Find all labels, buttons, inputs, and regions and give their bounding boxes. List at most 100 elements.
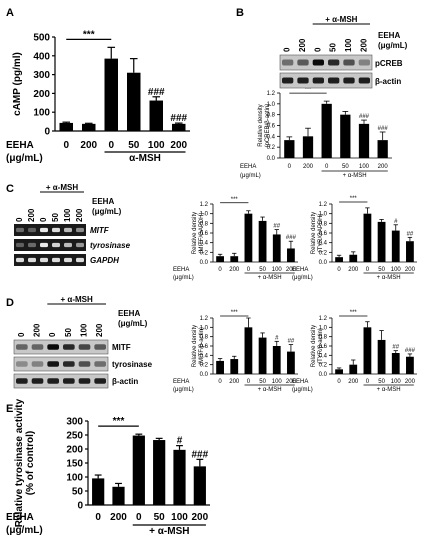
x-tick-label: 200 [229,267,240,273]
bar [230,256,239,262]
x-tick-label: 200 [303,164,314,170]
bar [112,486,125,505]
lane-dose-label: 200 [27,208,36,222]
y-tick-label: 0.8 [200,335,209,341]
eeha-unit-label: (μg/mL) [378,41,408,50]
bar [132,435,145,505]
y-tick-label: 0.4 [200,353,209,359]
x-tick-label: 0 [337,379,341,385]
y-tick-label: 200 [66,445,83,456]
blot-band [78,344,91,350]
gel-band [40,257,48,263]
lane-dose-label: 100 [80,323,89,337]
y-tick-label: 1.0 [267,102,276,108]
bar [391,353,400,374]
bar [173,449,186,505]
x-tick-label: 100 [391,267,402,273]
x-tick-label: 200 [405,379,416,385]
x-tick-label: 0 [95,512,101,523]
lane-dose-label: 200 [75,208,84,222]
bar [363,213,372,262]
x-tick-label: 200 [348,379,359,385]
blot-d-mitf [13,339,109,355]
blot-strip [13,373,109,389]
lane-dose-label: 50 [51,213,60,222]
bar [335,369,343,374]
gel-band [40,242,48,248]
blot-strip [279,72,373,89]
significance-label: ### [148,87,165,98]
significance-label: *** [113,416,125,427]
eeha-unit-label: (μg/mL) [6,153,43,164]
panel-label-e: E [6,403,13,415]
x-tick-label: 50 [128,140,140,151]
significance-label: # [177,436,183,447]
gel-strip [14,254,86,266]
significance-label: # [275,335,279,341]
x-tick-label: 0 [218,379,222,385]
blot-band [328,59,340,66]
y-tick-label: 100 [33,108,50,119]
blot-band [312,59,324,66]
bar [230,359,239,374]
gel-band [52,227,60,233]
blot-band [16,378,28,384]
bar [377,221,386,262]
eeha-label: EEHA [6,140,34,151]
y-tick-label: 400 [33,51,50,62]
y-tick-label: 0.2 [319,363,328,369]
bar [272,234,281,262]
lane-dose-label: 200 [359,38,368,52]
bar [340,114,351,158]
y-tick-label: 0.0 [267,156,276,162]
bar [349,364,358,374]
y-tick-label: 0.2 [319,250,328,256]
blot-b-pcreb [279,54,373,71]
blot-strip [13,356,109,372]
eeha-label: EEHA [6,512,34,523]
y-tick-label: 0.6 [200,344,209,350]
x-tick-label: 50 [378,379,385,385]
blot-strip [279,54,373,71]
blot-d-tyr [13,356,109,372]
bar [363,327,372,374]
blot-band [31,344,44,350]
y-tick-label: 0.0 [319,260,328,266]
x-tick-label: 200 [229,379,240,385]
eeha-unit-label: (μg/mL) [173,275,194,281]
y-tick-label: 150 [66,459,83,470]
blot-band [358,59,370,66]
significance-label: ### [170,113,187,124]
lane-dose-label: 200 [33,323,42,337]
lane-dose-label: 0 [313,47,322,52]
eeha-unit-label: (μg/mL) [240,173,261,179]
x-tick-label: 0 [247,267,251,273]
bar [258,220,267,262]
x-tick-label: 100 [359,164,370,170]
lane-dose-label: 100 [344,38,353,52]
y-axis-label: (pCREB/β-actin) [265,104,271,148]
x-tick-label: 50 [342,164,349,170]
x-tick-label: 100 [272,267,283,273]
bar [104,58,118,132]
bar [153,440,166,505]
blot-lane-header: 0 200 0 50 100 200 + α-MSH [283,15,370,52]
x-tick-label: 200 [110,512,127,523]
y-tick-label: 250 [66,431,83,442]
y-tick-label: 0.8 [319,221,328,227]
y-tick-label: 0.2 [267,145,276,151]
x-tick-label: 50 [378,267,385,273]
gel-strip [14,239,86,251]
x-tick-label: 0 [136,512,142,523]
gel-band [64,242,72,248]
significance-label: ## [392,345,399,351]
significance-label: ### [286,235,297,241]
blot-band [16,344,28,350]
blot-band [343,77,355,84]
x-tick-label: 200 [191,512,208,523]
gel-band [16,257,24,263]
blots-layer: 0 200 0 50 100 200+ α-MSHEEHA(μg/mL)pCREBβ-ac… [13,15,408,389]
y-tick-label: 0.8 [267,113,276,119]
